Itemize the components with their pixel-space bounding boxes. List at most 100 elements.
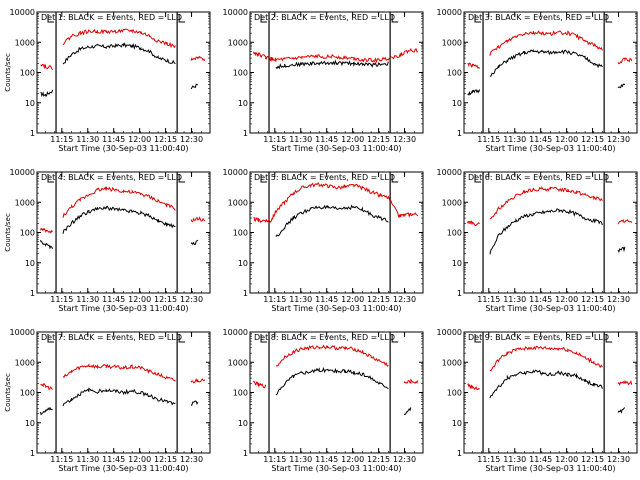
panel-title: Det 1: BLACK = Events, RED = LLD [41,13,182,22]
series-line-events [275,204,389,238]
y-tick-label: 1000 [442,38,462,47]
x-tick-label: 12:15 [367,135,390,144]
x-tick-label: 12:30 [607,455,630,464]
panel-title: Det 4: BLACK = Events, RED = LLD [41,173,182,182]
x-tick-label: 11:30 [289,295,312,304]
y-tick-label: 1000 [442,198,462,207]
x-tick-label: 11:45 [529,295,552,304]
x-tick-label: 11:45 [102,135,125,144]
series-line-lld [253,344,419,389]
gap-marker-flag [474,174,482,183]
series-line-lld [467,30,633,69]
y-tick-label: 10000 [223,168,248,177]
gap-marker-flag [260,174,268,183]
x-axis-title: Start Time (30-Sep-03 11:00:40) [58,304,188,313]
x-tick-label: 11:45 [315,295,338,304]
x-tick-label: 12:15 [367,455,390,464]
x-tick-label: 12:15 [581,455,604,464]
y-tick-label: 100 [20,389,35,398]
x-tick-label: 12:00 [128,295,151,304]
gap-marker-flag [178,334,186,343]
x-tick-label: 12:15 [367,295,390,304]
y-axis-title: Counts/sec [4,213,12,252]
y-tick-label: 10 [238,99,248,108]
x-tick-label: 11:45 [529,135,552,144]
series-line-events [467,49,626,96]
x-axis-title: Start Time (30-Sep-03 11:00:40) [271,304,401,313]
x-tick-label: 11:45 [529,455,552,464]
x-axis-title: Start Time (30-Sep-03 11:00:40) [271,144,401,153]
x-tick-label: 11:15 [50,135,73,144]
gap-marker-flag [605,174,613,183]
y-tick-label: 100 [20,69,35,78]
x-axis-title: Start Time (30-Sep-03 11:00:40) [58,464,188,473]
panel-2: Det 2: BLACK = Events, RED = LLD 1 10 100 10… [223,8,424,153]
x-tick-label: 12:30 [180,295,203,304]
x-tick-label: 12:00 [555,455,578,464]
panel-4: Det 4: BLACK = Events, RED = LLD 1 10 100 10… [4,168,211,313]
x-tick-label: 12:00 [341,455,364,464]
x-axis-title: Start Time (30-Sep-03 11:00:40) [485,304,615,313]
y-tick-label: 10000 [437,8,462,17]
y-axis-title: Counts/sec [4,373,12,412]
x-tick-label: 11:30 [503,135,526,144]
x-tick-label: 11:30 [76,135,99,144]
y-tick-label: 100 [447,229,462,238]
y-tick-label: 10 [452,419,462,428]
x-axis-title: Start Time (30-Sep-03 11:00:40) [485,144,615,153]
x-tick-label: 11:15 [477,135,500,144]
x-tick-label: 11:15 [50,295,73,304]
x-tick-label: 12:30 [607,295,630,304]
x-tick-label: 12:00 [341,295,364,304]
y-tick-label: 1 [243,289,248,298]
y-tick-label: 100 [447,389,462,398]
panel-title: Det 9: BLACK = Events, RED = LLD [468,333,609,342]
series-line-lld [253,182,419,224]
y-tick-label: 100 [20,229,35,238]
series-line-events [275,366,412,416]
series-line-lld [253,48,418,64]
series-line-lld [467,185,633,227]
y-tick-label: 100 [233,389,248,398]
y-tick-label: 1 [457,129,462,138]
gap-marker-flag [474,334,482,343]
y-tick-label: 1000 [442,358,462,367]
y-tick-label: 1 [30,289,35,298]
x-tick-label: 12:15 [581,295,604,304]
panel-5: Det 5: BLACK = Events, RED = LLD 1 10 100 10… [223,168,424,313]
y-tick-label: 1 [30,129,35,138]
y-tick-label: 10 [452,99,462,108]
x-tick-label: 12:00 [555,135,578,144]
panel-1: Det 1: BLACK = Events, RED = LLD 1 10 100 10… [4,8,211,153]
panel-title: Det 8: BLACK = Events, RED = LLD [254,333,395,342]
y-tick-label: 10 [238,259,248,268]
series-line-events [275,59,389,70]
x-tick-label: 11:45 [102,295,125,304]
x-tick-label: 11:30 [503,295,526,304]
series-line-events [40,205,199,250]
series-line-events [489,369,626,414]
x-tick-label: 11:45 [315,455,338,464]
x-tick-label: 12:15 [154,135,177,144]
x-tick-label: 11:30 [503,455,526,464]
y-tick-label: 10 [25,99,35,108]
panel-title: Det 7: BLACK = Events, RED = LLD [41,333,182,342]
x-axis-title: Start Time (30-Sep-03 11:00:40) [271,464,401,473]
y-tick-label: 1000 [228,198,248,207]
x-tick-label: 11:15 [263,455,286,464]
gap-marker-flag [47,334,55,343]
panel-9: Det 9: BLACK = Events, RED = LLD 1 10 100 10… [437,328,638,473]
x-tick-label: 12:30 [393,135,416,144]
x-tick-label: 12:15 [154,295,177,304]
panel-8: Det 8: BLACK = Events, RED = LLD 1 10 100 10… [223,328,424,473]
y-tick-label: 1000 [15,198,35,207]
gap-marker-flag [178,174,186,183]
series-line-lld [40,363,206,391]
panels-layer: Det 1: BLACK = Events, RED = LLD 1 10 100 10… [4,8,638,473]
x-tick-label: 11:30 [76,295,99,304]
panel-title: Det 6: BLACK = Events, RED = LLD [468,173,609,182]
panel-title: Det 3: BLACK = Events, RED = LLD [468,13,609,22]
x-tick-label: 12:00 [341,135,364,144]
panel-title: Det 2: BLACK = Events, RED = LLD [254,13,395,22]
